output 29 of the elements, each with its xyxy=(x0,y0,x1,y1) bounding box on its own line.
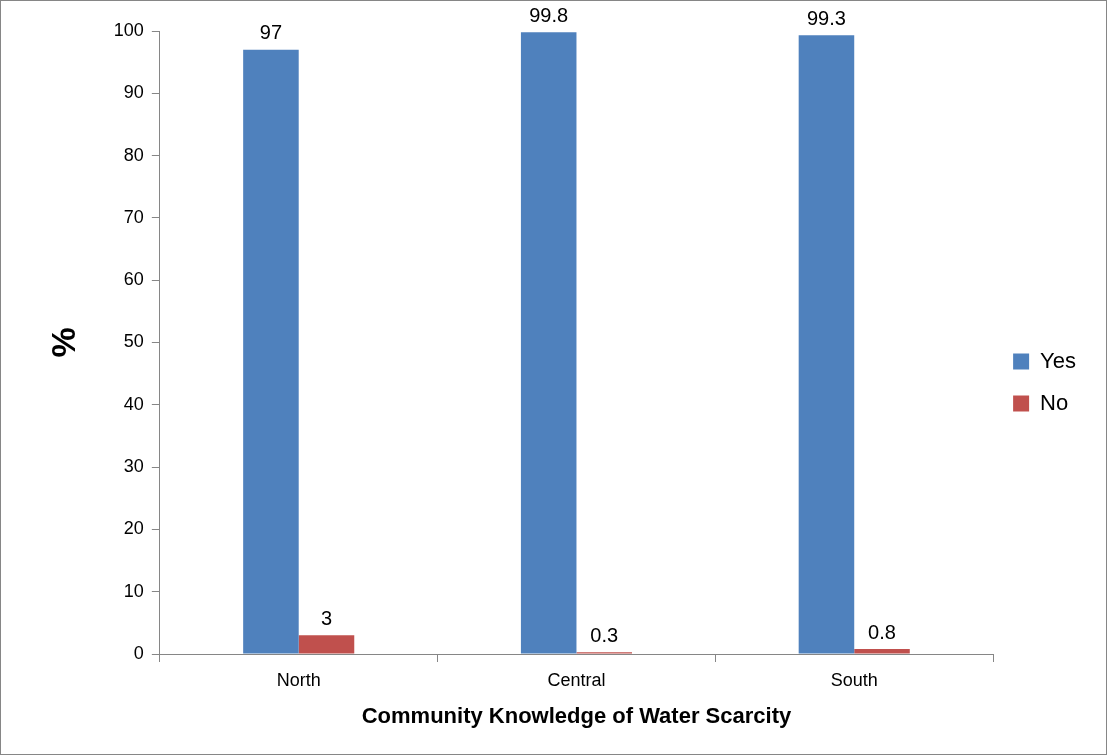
bar xyxy=(854,649,910,654)
bar xyxy=(298,635,355,654)
data-label: 3 xyxy=(320,606,333,629)
data-label: 99.3 xyxy=(806,6,846,29)
y-tick-label: 90 xyxy=(123,82,144,103)
data-label: 97 xyxy=(259,21,283,44)
x-tick-label: North xyxy=(276,669,321,690)
y-tick-label: 30 xyxy=(123,456,144,477)
y-tick-label: 80 xyxy=(123,144,144,165)
y-tick-label: 40 xyxy=(123,393,144,414)
y-tick-label: 20 xyxy=(123,518,144,539)
x-tick-label: Central xyxy=(547,669,606,690)
y-tick-label: 50 xyxy=(123,331,144,352)
data-label: 99.8 xyxy=(529,3,569,26)
data-label: 0.3 xyxy=(590,623,619,646)
y-axis-title: % xyxy=(43,327,82,358)
y-tick-label: 10 xyxy=(123,580,144,601)
x-axis-title: Community Knowledge of Water Scarcity xyxy=(361,702,792,728)
bar xyxy=(520,32,577,654)
y-tick-label: 0 xyxy=(133,642,144,663)
bar xyxy=(243,49,299,654)
data-label: 0.8 xyxy=(868,620,896,643)
legend-label: Yes xyxy=(1040,347,1076,373)
y-tick-label: 60 xyxy=(123,269,144,290)
bar xyxy=(798,35,855,654)
y-tick-label: 100 xyxy=(113,19,144,40)
y-tick-label: 70 xyxy=(123,206,144,227)
x-tick-label: South xyxy=(830,669,878,690)
legend-label: No xyxy=(1040,389,1069,415)
